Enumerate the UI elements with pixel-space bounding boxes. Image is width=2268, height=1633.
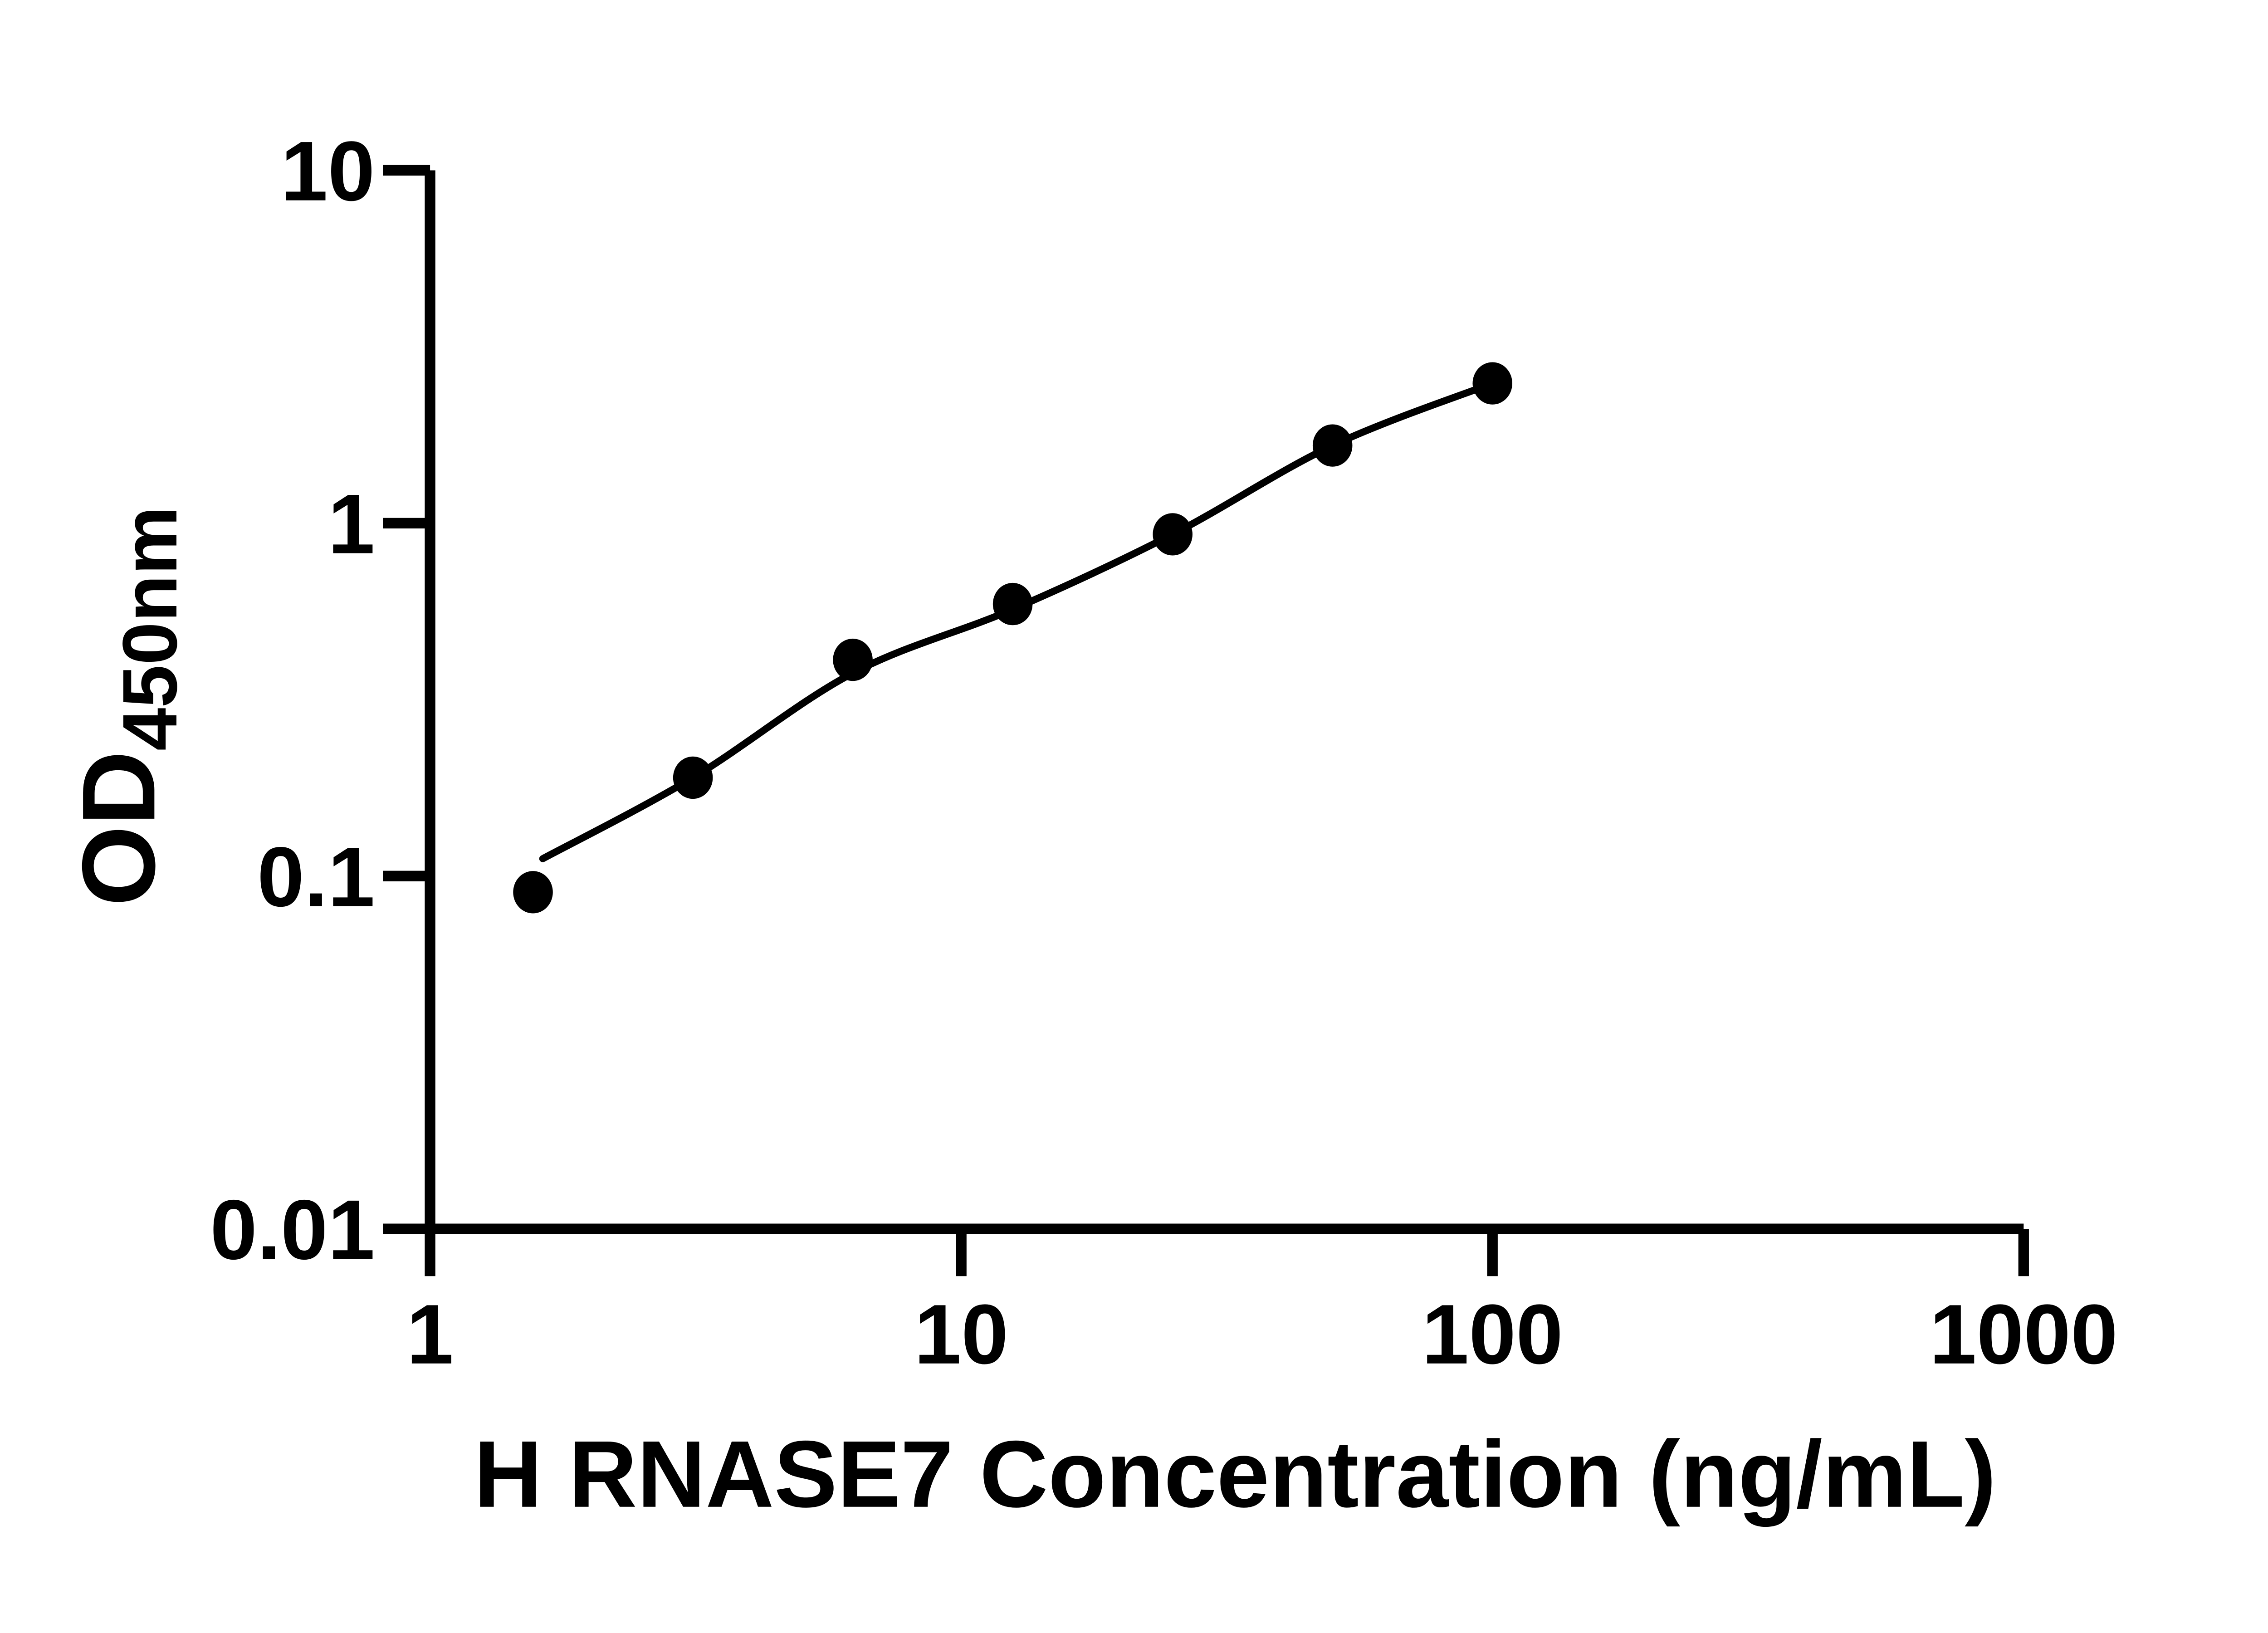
y-tick-label: 0.1 xyxy=(257,829,375,924)
x-axis-title: H RNASE7 Concentration (ng/mL) xyxy=(474,1422,1996,1527)
axis-frame xyxy=(425,170,2024,1234)
plot-layer xyxy=(513,362,1513,914)
data-point xyxy=(1153,513,1193,556)
data-point xyxy=(833,638,873,681)
data-point xyxy=(1472,362,1513,405)
x-tick-label: 1 xyxy=(406,1287,454,1382)
data-point xyxy=(1312,424,1353,467)
y-tick-label: 1 xyxy=(328,476,375,571)
y-axis-title: OD450nm xyxy=(61,506,193,906)
y-axis-title-main: OD xyxy=(61,751,176,906)
y-axis-title-sub: 450nm xyxy=(107,506,193,751)
y-tick-label: 0.01 xyxy=(210,1182,375,1277)
x-tick-label: 100 xyxy=(1422,1287,1563,1382)
x-tick-label: 10 xyxy=(914,1287,1008,1382)
y-tick-label: 10 xyxy=(281,124,375,219)
data-point xyxy=(513,871,553,914)
data-point xyxy=(992,582,1033,626)
x-tick-label: 1000 xyxy=(1930,1287,2118,1382)
data-point xyxy=(673,756,713,799)
axes-layer: 10 1 0.1 0.01 1 10 100 1000 xyxy=(210,124,2118,1382)
